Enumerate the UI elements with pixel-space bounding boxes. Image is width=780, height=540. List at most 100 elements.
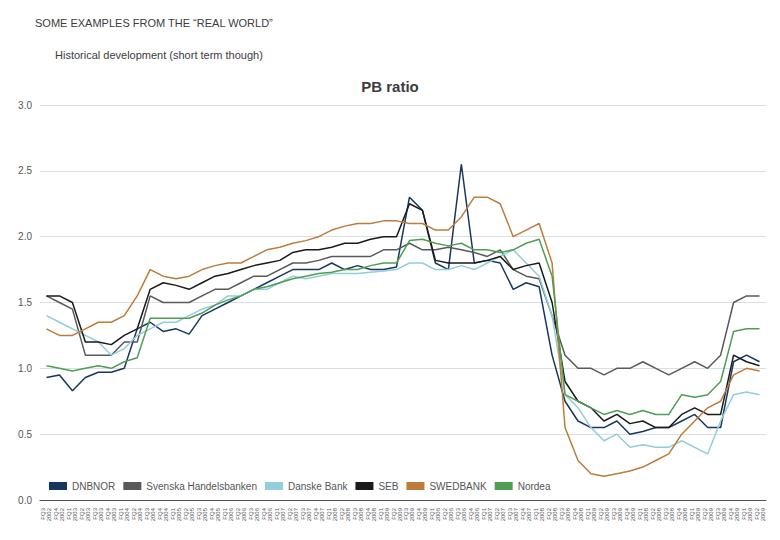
svg-text:Nordea: Nordea xyxy=(518,481,551,492)
svg-text:2008: 2008 xyxy=(643,507,649,521)
svg-text:FQ2: FQ2 xyxy=(183,508,190,520)
svg-text:0.5: 0.5 xyxy=(18,429,32,440)
svg-text:SEB: SEB xyxy=(378,481,398,492)
svg-text:2005: 2005 xyxy=(176,507,182,521)
svg-text:FQ3: FQ3 xyxy=(196,508,203,520)
svg-text:FQ3: FQ3 xyxy=(144,508,151,520)
svg-text:FQ1: FQ1 xyxy=(325,508,332,520)
svg-text:2002: 2002 xyxy=(46,507,52,521)
svg-text:1.5: 1.5 xyxy=(18,297,32,308)
svg-text:2009: 2009 xyxy=(617,507,623,521)
svg-text:2009: 2009 xyxy=(591,507,597,521)
svg-text:2007: 2007 xyxy=(319,507,325,521)
svg-text:FQ2: FQ2 xyxy=(286,508,293,520)
svg-text:2008: 2008 xyxy=(565,507,571,521)
svg-text:FQ4: FQ4 xyxy=(260,508,267,520)
svg-text:2003: 2003 xyxy=(111,507,117,521)
svg-text:2008: 2008 xyxy=(578,507,584,521)
svg-text:2008: 2008 xyxy=(371,507,377,521)
svg-text:FQ4: FQ4 xyxy=(364,508,371,520)
svg-text:2009: 2009 xyxy=(708,507,714,521)
svg-text:2008: 2008 xyxy=(358,507,364,521)
svg-text:2006: 2006 xyxy=(461,507,467,521)
svg-text:FQ1: FQ1 xyxy=(273,508,280,520)
svg-text:2009: 2009 xyxy=(422,507,428,521)
svg-text:1.0: 1.0 xyxy=(18,363,32,374)
svg-text:SOME EXAMPLES FROM THE “REAL W: SOME EXAMPLES FROM THE “REAL WORLD” xyxy=(35,17,273,29)
svg-text:2004: 2004 xyxy=(124,507,130,521)
svg-text:2006: 2006 xyxy=(254,507,260,521)
svg-text:2006: 2006 xyxy=(474,507,480,521)
svg-text:0.0: 0.0 xyxy=(18,495,32,506)
svg-text:2005: 2005 xyxy=(202,507,208,521)
svg-text:2003: 2003 xyxy=(72,507,78,521)
svg-text:Svenska Handelsbanken: Svenska Handelsbanken xyxy=(146,481,257,492)
svg-text:FQ3: FQ3 xyxy=(403,508,410,520)
svg-text:FQ4: FQ4 xyxy=(53,508,60,520)
svg-text:2006: 2006 xyxy=(448,507,454,521)
svg-text:PB ratio: PB ratio xyxy=(361,78,419,95)
svg-text:FQ4: FQ4 xyxy=(312,508,319,520)
svg-text:2008: 2008 xyxy=(539,507,545,521)
svg-text:FQ2: FQ2 xyxy=(234,508,241,520)
svg-text:2007: 2007 xyxy=(500,507,506,521)
svg-text:2009: 2009 xyxy=(734,507,740,521)
svg-text:2005: 2005 xyxy=(215,507,221,521)
svg-text:2007: 2007 xyxy=(306,507,312,521)
svg-text:2003: 2003 xyxy=(98,507,104,521)
svg-text:FQ4: FQ4 xyxy=(416,508,423,520)
svg-text:2007: 2007 xyxy=(526,507,532,521)
svg-text:FQ2: FQ2 xyxy=(131,508,138,520)
svg-text:FQ1: FQ1 xyxy=(170,508,177,520)
svg-text:2007: 2007 xyxy=(280,507,286,521)
svg-text:2009: 2009 xyxy=(630,507,636,521)
svg-text:FQ3: FQ3 xyxy=(92,508,99,520)
svg-text:2009: 2009 xyxy=(384,507,390,521)
svg-text:2008: 2008 xyxy=(656,507,662,521)
svg-text:2007: 2007 xyxy=(293,507,299,521)
svg-text:2008: 2008 xyxy=(332,507,338,521)
svg-text:DNBNOR: DNBNOR xyxy=(72,481,115,492)
svg-text:2007: 2007 xyxy=(487,507,493,521)
svg-text:FQ2: FQ2 xyxy=(390,508,397,520)
svg-text:2004: 2004 xyxy=(163,507,169,521)
svg-text:2004: 2004 xyxy=(150,507,156,521)
svg-text:2009: 2009 xyxy=(760,507,766,521)
svg-text:FQ4: FQ4 xyxy=(105,508,112,520)
svg-text:FQ3: FQ3 xyxy=(299,508,306,520)
svg-text:2006: 2006 xyxy=(241,507,247,521)
svg-text:2008: 2008 xyxy=(669,507,675,521)
svg-text:2009: 2009 xyxy=(604,507,610,521)
svg-text:SWEDBANK: SWEDBANK xyxy=(429,481,487,492)
svg-text:2006: 2006 xyxy=(228,507,234,521)
svg-text:2009: 2009 xyxy=(721,507,727,521)
svg-text:2006: 2006 xyxy=(435,507,441,521)
svg-text:Danske Bank: Danske Bank xyxy=(288,481,348,492)
svg-text:2002: 2002 xyxy=(59,507,65,521)
svg-text:2.5: 2.5 xyxy=(18,165,32,176)
svg-text:2008: 2008 xyxy=(552,507,558,521)
svg-text:FQ2: FQ2 xyxy=(79,508,86,520)
svg-text:2004: 2004 xyxy=(137,507,143,521)
svg-text:2009: 2009 xyxy=(695,507,701,521)
svg-text:FQ1: FQ1 xyxy=(377,508,384,520)
svg-text:FQ4: FQ4 xyxy=(157,508,164,520)
svg-text:2007: 2007 xyxy=(513,507,519,521)
svg-text:2006: 2006 xyxy=(267,507,273,521)
svg-text:2008: 2008 xyxy=(345,507,351,521)
svg-text:2009: 2009 xyxy=(747,507,753,521)
svg-text:2009: 2009 xyxy=(409,507,415,521)
svg-text:2005: 2005 xyxy=(189,507,195,521)
svg-text:2009: 2009 xyxy=(397,507,403,521)
svg-text:FQ3: FQ3 xyxy=(351,508,358,520)
svg-text:FQ3: FQ3 xyxy=(247,508,254,520)
svg-text:FQ2: FQ2 xyxy=(338,508,345,520)
svg-text:FQ1: FQ1 xyxy=(66,508,73,520)
svg-text:3.0: 3.0 xyxy=(18,100,32,111)
svg-text:Historical development (short: Historical development (short term thoug… xyxy=(55,49,263,61)
svg-text:2.0: 2.0 xyxy=(18,231,32,242)
svg-text:FQ3: FQ3 xyxy=(40,508,47,520)
svg-text:2008: 2008 xyxy=(682,507,688,521)
svg-text:FQ1: FQ1 xyxy=(118,508,125,520)
svg-text:2003: 2003 xyxy=(85,507,91,521)
